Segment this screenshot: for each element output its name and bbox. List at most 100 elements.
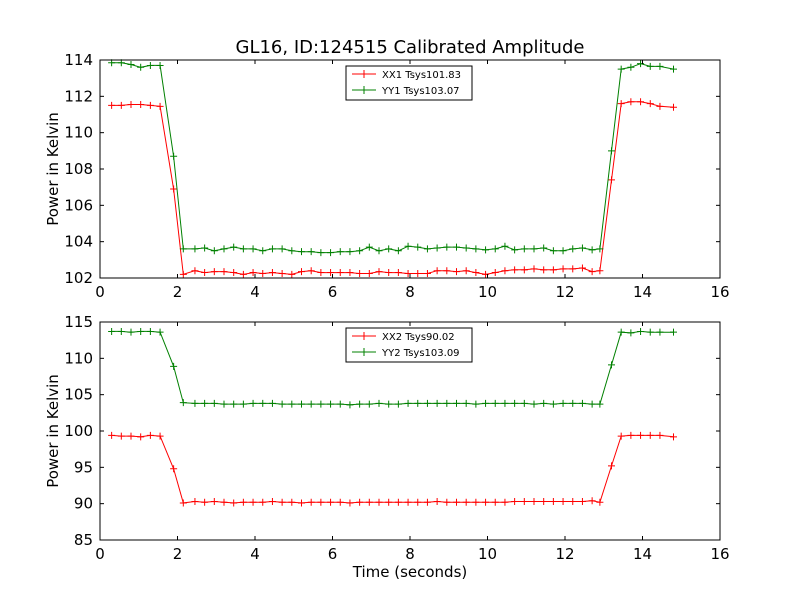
data-point-yy2 (414, 399, 422, 407)
data-point-yy2 (670, 328, 677, 336)
top-y-tick-label: 104 (64, 233, 93, 251)
data-point-xx1 (530, 265, 538, 273)
data-point-yy1 (491, 245, 499, 253)
data-point-xx2 (156, 432, 164, 440)
data-point-yy1 (559, 247, 567, 255)
data-point-xx1 (578, 264, 586, 272)
data-point-xx2 (327, 498, 335, 506)
data-point-yy2 (298, 400, 305, 408)
bottom-x-tick-label: 6 (328, 545, 338, 563)
data-point-xx1 (327, 269, 335, 277)
data-point-xx2 (404, 498, 412, 506)
data-point-yy1 (298, 248, 305, 256)
data-point-xx1 (491, 269, 499, 277)
bottom-x-tick-label: 0 (95, 545, 105, 563)
data-point-yy2 (317, 400, 325, 408)
data-point-xx1 (117, 101, 125, 109)
top-x-tick-label: 6 (328, 283, 338, 301)
bottom-panel: 0 2 4 6 8 10 12 14 16 85 90 95 100 105 110 115 Power i… (44, 313, 730, 581)
data-point-yy2 (137, 327, 145, 335)
data-point-yy1 (317, 249, 325, 257)
data-point-yy2 (453, 399, 460, 407)
data-point-yy1 (520, 245, 528, 253)
top-y-tick-label: 108 (64, 160, 93, 178)
data-point-xx1 (608, 176, 615, 184)
bottom-y-tick-label: 105 (64, 386, 93, 404)
series-line-yy1 (111, 62, 674, 254)
data-point-yy1 (511, 246, 519, 254)
data-point-yy2 (559, 399, 567, 407)
top-x-tick-label: 4 (250, 283, 260, 301)
top-y-tick-label: 112 (64, 87, 93, 105)
data-point-xx1 (617, 100, 625, 108)
data-point-xx2 (596, 498, 604, 506)
data-point-xx2 (608, 462, 615, 470)
data-point-xx2 (627, 431, 635, 439)
data-point-yy2 (423, 399, 431, 407)
data-point-yy2 (288, 400, 296, 408)
data-point-yy1 (365, 243, 373, 251)
data-point-xx2 (336, 498, 344, 506)
data-point-yy1 (646, 62, 654, 70)
data-point-xx1 (588, 268, 596, 276)
data-point-xx1 (627, 98, 635, 106)
data-point-xx1 (656, 102, 664, 110)
bottom-x-tick-label: 14 (633, 545, 652, 563)
data-point-yy2 (433, 399, 441, 407)
data-point-yy1 (656, 62, 664, 70)
data-point-xx2 (179, 499, 187, 507)
bottom-x-tick-label: 10 (478, 545, 497, 563)
top-plot-area (108, 59, 677, 278)
data-point-yy2 (259, 399, 267, 407)
data-point-xx2 (511, 497, 519, 505)
data-point-yy2 (356, 400, 364, 408)
data-point-xx1 (596, 267, 604, 275)
data-point-yy1 (156, 61, 164, 69)
data-point-yy2 (608, 361, 615, 369)
data-point-yy1 (569, 245, 577, 253)
bottom-plot-area (108, 327, 677, 507)
top-legend-label-yy1: YY1 Tsys103.07 (381, 86, 460, 97)
data-point-xx2 (239, 498, 247, 506)
data-point-yy1 (414, 243, 422, 251)
data-point-xx2 (501, 498, 509, 506)
data-point-xx1 (472, 269, 480, 277)
top-panel: GL16, ID:124515 Calibrated Amplitude 0 2 4… (44, 37, 730, 301)
top-y-axis: 102 104 106 108 110 112 114 (64, 51, 720, 287)
data-point-yy1 (210, 247, 218, 255)
bottom-x-tick-label: 4 (250, 545, 260, 563)
top-x-tick-label: 2 (173, 283, 183, 301)
data-point-xx1 (404, 269, 412, 277)
bottom-x-tick-label: 8 (405, 545, 415, 563)
data-point-xx2 (146, 431, 154, 439)
data-point-yy2 (191, 399, 199, 407)
data-point-yy1 (530, 245, 538, 253)
data-point-yy2 (220, 400, 228, 408)
data-point-xx1 (365, 269, 373, 277)
data-point-yy2 (117, 327, 125, 335)
data-point-yy2 (596, 400, 604, 408)
data-point-yy2 (462, 399, 470, 407)
data-point-xx2 (117, 432, 125, 440)
data-point-xx2 (472, 498, 480, 506)
data-point-yy2 (530, 400, 538, 408)
data-point-xx1 (137, 101, 145, 109)
bottom-y-axis-label: Power in Kelvin (44, 374, 62, 488)
top-x-tick-label: 0 (95, 283, 105, 301)
data-point-xx2 (670, 433, 677, 441)
data-point-yy1 (453, 243, 460, 251)
data-point-yy2 (443, 399, 451, 407)
series-line-xx2 (111, 434, 674, 504)
data-point-yy1 (356, 247, 364, 255)
data-point-xx1 (433, 267, 441, 275)
data-point-yy2 (491, 399, 499, 407)
data-point-xx1 (336, 269, 344, 277)
data-point-yy1 (288, 247, 296, 255)
data-point-yy2 (307, 400, 315, 408)
bottom-y-tick-label: 95 (74, 458, 93, 476)
data-point-xx2 (443, 498, 451, 506)
data-point-yy2 (268, 399, 276, 407)
data-point-yy1 (268, 245, 276, 253)
bottom-y-axis: 85 90 95 100 105 110 115 (64, 313, 720, 549)
